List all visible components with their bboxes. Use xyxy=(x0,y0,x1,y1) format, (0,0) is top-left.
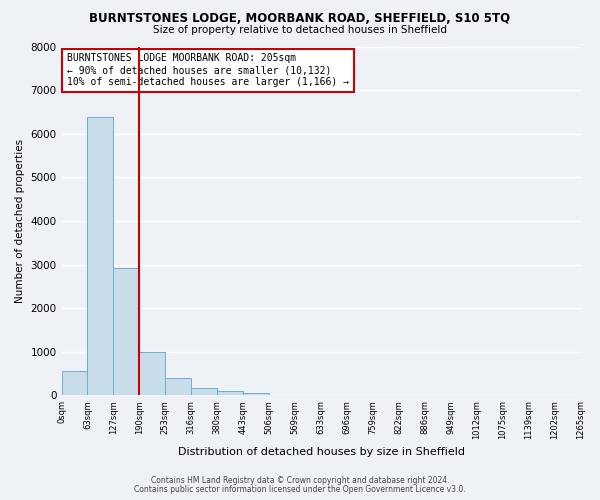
Bar xyxy=(217,391,243,396)
Bar xyxy=(243,393,269,396)
Y-axis label: Number of detached properties: Number of detached properties xyxy=(15,139,25,303)
Bar xyxy=(113,268,139,396)
Text: Size of property relative to detached houses in Sheffield: Size of property relative to detached ho… xyxy=(153,25,447,35)
Text: BURNTSTONES LODGE, MOORBANK ROAD, SHEFFIELD, S10 5TQ: BURNTSTONES LODGE, MOORBANK ROAD, SHEFFI… xyxy=(89,12,511,26)
Text: Contains public sector information licensed under the Open Government Licence v3: Contains public sector information licen… xyxy=(134,485,466,494)
Bar xyxy=(62,372,88,396)
Bar xyxy=(139,352,166,396)
Bar xyxy=(191,388,217,396)
X-axis label: Distribution of detached houses by size in Sheffield: Distribution of detached houses by size … xyxy=(178,448,464,458)
Text: BURNTSTONES LODGE MOORBANK ROAD: 205sqm
← 90% of detached houses are smaller (10: BURNTSTONES LODGE MOORBANK ROAD: 205sqm … xyxy=(67,54,349,86)
Text: Contains HM Land Registry data © Crown copyright and database right 2024.: Contains HM Land Registry data © Crown c… xyxy=(151,476,449,485)
Bar xyxy=(88,117,113,396)
Bar xyxy=(166,378,191,396)
